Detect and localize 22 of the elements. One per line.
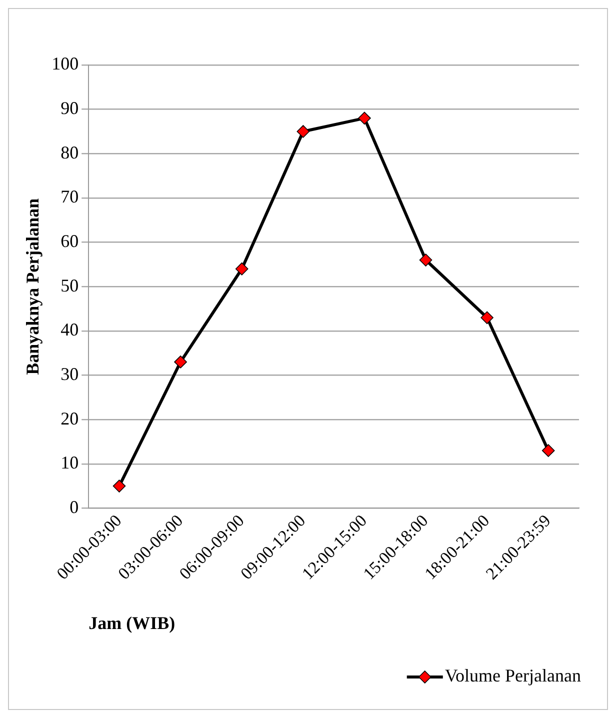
point xyxy=(542,444,555,457)
y-tick-label: 80 xyxy=(60,142,79,162)
y-tick-label: 20 xyxy=(60,408,79,428)
y-tick-label: 30 xyxy=(60,364,79,384)
point xyxy=(358,112,371,125)
y-tick-label: 100 xyxy=(52,54,79,74)
y-tick-label: 70 xyxy=(60,186,79,207)
x-axis-title: Jam (WIB) xyxy=(88,612,176,633)
point xyxy=(112,480,126,492)
y-tick-label: 90 xyxy=(60,98,79,118)
point xyxy=(296,125,310,138)
point xyxy=(480,311,494,324)
point xyxy=(235,262,248,276)
y-axis-title: Banyaknya Perjalanan xyxy=(22,198,42,375)
y-tick-label: 10 xyxy=(60,452,79,473)
point xyxy=(174,356,187,368)
y-tick-label: 0 xyxy=(70,496,79,517)
y-tick-label: 40 xyxy=(60,320,79,340)
y-tick-label: 60 xyxy=(60,231,79,252)
point xyxy=(419,254,432,266)
legend-label: Volume Perjalanan xyxy=(444,666,582,686)
y-tick-label: 50 xyxy=(60,275,79,296)
